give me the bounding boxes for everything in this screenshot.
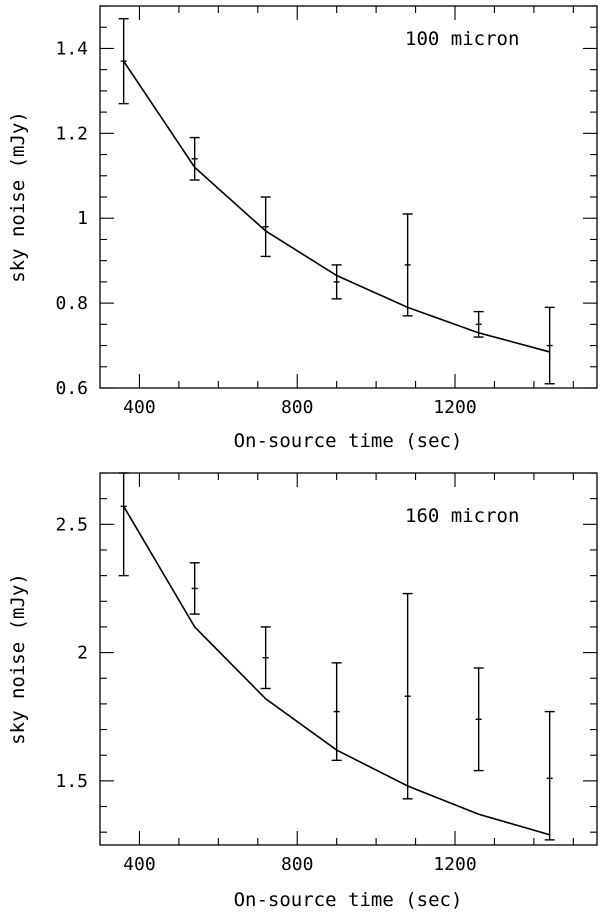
x-tick-label: 800 [281,854,314,875]
panel-100-micron: 400 800 1200 0.6 0.8 1 1.2 1.4 100 micron On-so… [7,5,598,452]
data-point [189,562,200,615]
fit-curve [123,60,550,353]
y-tick-label: 2 [77,643,88,664]
y-tick-label: 1.4 [55,38,88,59]
data-point [118,472,129,577]
data-point [260,196,271,258]
tick-labels: 400 800 1200 1.5 2 2.5 [55,514,476,875]
panel-annotation: 160 micron [405,505,519,527]
data-points [118,18,555,385]
panel-annotation: 100 micron [405,28,519,50]
data-point [473,667,484,772]
y-axis-label: sky noise (mJy) [7,111,29,283]
y-axis-label: sky noise (mJy) [7,573,29,745]
data-point [544,306,555,385]
plot-frame [99,5,598,389]
panel-160-micron: 400 800 1200 1.5 2 2.5 160 micron On-source t… [7,472,598,911]
plot-frame [99,472,598,846]
x-tick-label: 1200 [433,397,476,418]
data-point [402,213,413,317]
data-point [473,310,484,338]
tick-marks [100,472,597,845]
x-tick-label: 1200 [433,854,476,875]
x-tick-label: 800 [281,397,314,418]
y-tick-label: 0.8 [55,293,88,314]
data-point [331,264,342,300]
data-point [544,710,555,841]
tick-labels: 400 800 1200 0.6 0.8 1 1.2 1.4 [55,38,476,418]
data-point [402,592,413,800]
x-tick-label: 400 [123,397,156,418]
y-tick-label: 2.5 [55,514,88,535]
x-tick-label: 400 [123,854,156,875]
x-axis-label: On-source time (sec) [234,430,463,452]
y-tick-label: 1 [77,208,88,229]
y-tick-label: 1.2 [55,123,88,144]
data-point [189,136,200,181]
tick-marks [100,5,597,389]
y-tick-label: 1.5 [55,771,88,792]
data-point [118,18,129,105]
data-points [118,472,555,841]
x-axis-label: On-source time (sec) [234,889,463,911]
data-point [331,662,342,762]
y-tick-label: 0.6 [55,378,88,399]
data-point [260,626,271,690]
